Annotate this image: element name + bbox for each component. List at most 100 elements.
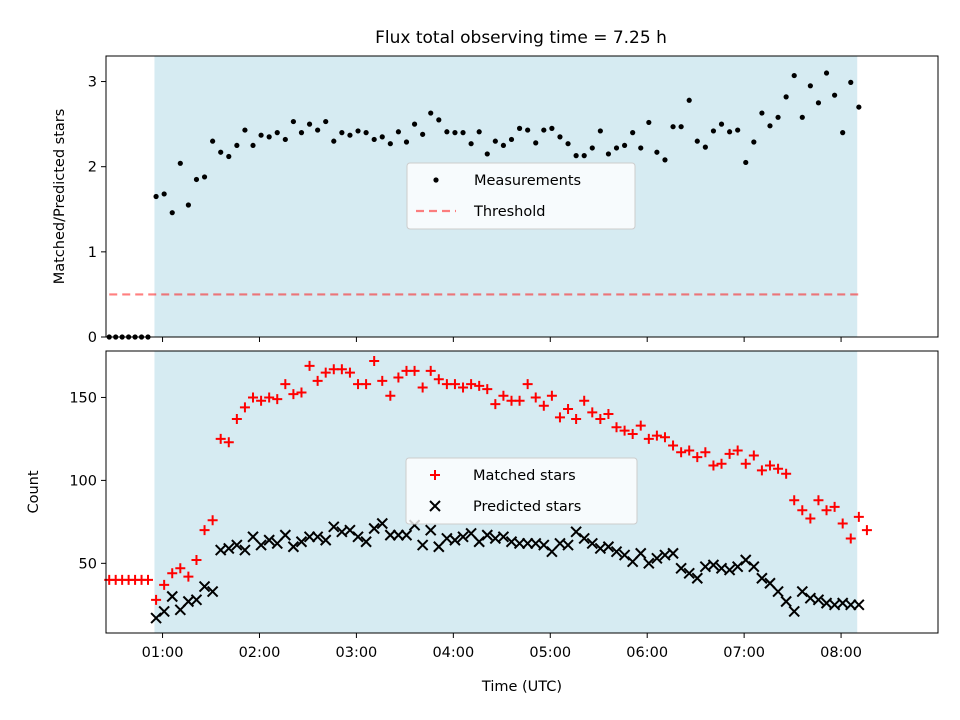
measurement-point — [468, 141, 474, 147]
matched-star-point — [143, 574, 154, 585]
y-tick-label: 3 — [88, 75, 97, 91]
matched-star-point — [449, 379, 460, 390]
predicted-star-point — [853, 599, 865, 611]
matched-star-point — [740, 458, 751, 469]
measurement-point — [210, 138, 216, 144]
matched-star-point — [393, 372, 404, 383]
matched-star-point — [264, 392, 275, 403]
measurement-point — [460, 130, 466, 136]
matched-star-point — [571, 414, 582, 425]
measurement-point — [565, 141, 571, 147]
matched-star-point — [417, 382, 428, 393]
predicted-star-point — [320, 534, 332, 546]
measurement-point — [234, 142, 240, 149]
predicted-star-point — [166, 590, 178, 603]
matched-star-point — [684, 445, 695, 456]
x-tick-label: 03:00 — [336, 645, 378, 661]
matched-star-point — [498, 390, 509, 401]
measurement-point — [331, 138, 337, 144]
matched-star-point — [272, 394, 283, 405]
matched-star-point — [215, 433, 226, 444]
matched-star-point — [336, 364, 347, 375]
measurement-point — [371, 136, 377, 143]
predicted-star-point — [497, 531, 510, 543]
measurement-point — [735, 127, 741, 133]
measurement-point — [185, 202, 191, 208]
legend-label: Predicted stars — [473, 499, 581, 515]
measurement-point — [290, 118, 297, 125]
matched-star-point — [635, 420, 646, 431]
measurement-point — [557, 134, 563, 140]
matched-star-point — [231, 414, 242, 425]
matched-star-point — [458, 382, 469, 393]
top-y-axis-label: Matched/Predicted stars — [52, 109, 68, 285]
measurement-point — [589, 145, 595, 151]
matched-star-point — [619, 425, 630, 436]
matched-star-point — [554, 412, 565, 423]
measurement-point — [282, 136, 288, 143]
matched-star-point — [304, 360, 315, 371]
measurement-point — [694, 138, 700, 144]
x-tick-label: 04:00 — [432, 645, 474, 661]
legend-box — [405, 457, 638, 525]
bottom-plot-marks — [104, 355, 872, 624]
x-tick-label: 06:00 — [626, 645, 668, 661]
measurement-point — [428, 110, 434, 116]
predicted-star-point — [538, 539, 550, 551]
y-tick-label: 50 — [79, 556, 97, 572]
measurement-point — [484, 151, 490, 157]
measurement-point — [856, 104, 862, 110]
predicted-star-point — [667, 547, 679, 560]
x-tick-label: 07:00 — [723, 645, 765, 661]
predicted-star-point — [311, 531, 324, 543]
measurement-point — [670, 124, 676, 130]
measurement-point — [387, 141, 393, 147]
y-tick-label: 0 — [88, 330, 97, 346]
measurement-point — [678, 124, 684, 130]
y-tick-label: 100 — [69, 473, 97, 489]
measurement-point — [500, 142, 507, 149]
y-tick-label: 2 — [88, 160, 97, 176]
figure-title: Flux total observing time = 7.25 h — [375, 28, 667, 48]
predicted-star-point — [198, 580, 211, 593]
measurement-point — [541, 127, 547, 133]
predicted-star-point — [231, 539, 243, 551]
matched-star-point — [296, 387, 307, 398]
matched-star-point — [433, 374, 444, 385]
measurement-point — [605, 151, 612, 157]
matched-star-point — [821, 505, 832, 516]
measurement-point — [823, 70, 830, 76]
matched-star-point — [716, 458, 727, 469]
measurement-point — [347, 132, 353, 138]
matched-star-point — [845, 533, 856, 544]
predicted-star-point — [239, 544, 251, 556]
predicted-star-point — [287, 541, 300, 553]
predicted-star-point — [691, 572, 703, 584]
measurement-point — [315, 127, 321, 133]
matched-star-point — [732, 445, 743, 456]
measurement-point — [726, 129, 733, 135]
matched-star-point — [167, 568, 178, 579]
matched-star-point — [207, 515, 218, 526]
predicted-star-point — [675, 562, 687, 575]
measurement-point — [250, 142, 256, 149]
x-tick-label: 01:00 — [142, 645, 184, 661]
matched-star-point — [377, 375, 388, 386]
measurement-point — [767, 123, 773, 129]
matched-star-point — [764, 460, 775, 471]
matched-star-point — [538, 400, 549, 411]
measurement-point — [201, 174, 208, 180]
predicted-star-point — [150, 612, 162, 624]
predicted-star-point — [400, 529, 413, 541]
measurement-point — [718, 121, 725, 127]
predicted-star-point — [756, 572, 768, 584]
measurement-point — [815, 100, 822, 106]
matched-star-point — [724, 448, 735, 459]
measurement-point — [436, 117, 442, 123]
matched-star-point — [659, 432, 670, 443]
legend-label: Matched stars — [473, 468, 576, 484]
matched-star-point — [805, 513, 816, 524]
matched-star-point — [385, 390, 396, 401]
legend-label: Measurements — [474, 173, 581, 189]
y-tick-label: 150 — [69, 390, 97, 406]
